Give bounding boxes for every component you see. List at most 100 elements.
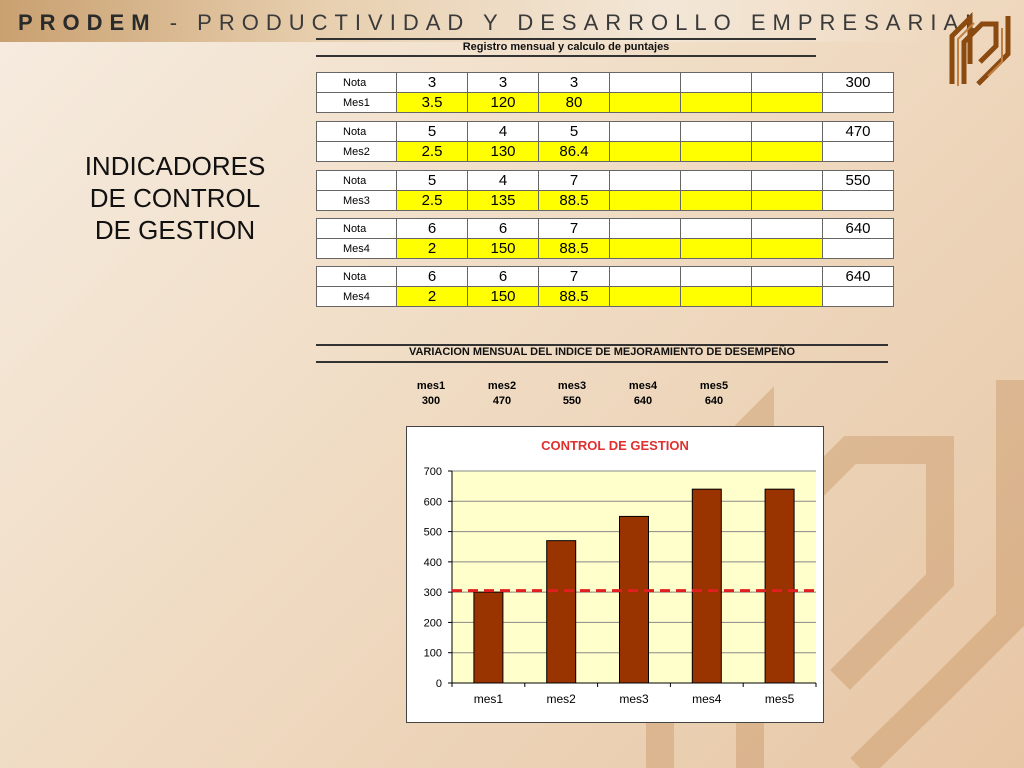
summary-month: mes1 xyxy=(416,380,446,392)
registro-block-3: Nota 5 4 7 550 Mes3 2.5 135 88.5 xyxy=(316,170,894,211)
bar-mes1 xyxy=(473,591,504,684)
valor-cell: 2 xyxy=(396,286,468,307)
nota-row: Nota 5 4 5 470 xyxy=(316,121,894,142)
summary-col-mes1: mes1 300 xyxy=(396,379,466,409)
registro-title: Registro mensual y calculo de puntajes xyxy=(462,41,670,53)
nota-cell: 4 xyxy=(467,121,539,142)
summary-col-mes5: mes5 640 xyxy=(679,379,749,409)
variacion-top-rule xyxy=(316,344,888,346)
nota-cell: 5 xyxy=(538,121,610,142)
nota-label: Nota xyxy=(316,72,397,93)
nota-cell: 6 xyxy=(467,266,539,287)
empty-cell xyxy=(680,170,752,191)
summary-col-mes4: mes4 640 xyxy=(608,379,678,409)
empty-cell xyxy=(751,170,823,191)
registro-block-2: Nota 5 4 5 470 Mes2 2.5 130 86.4 xyxy=(316,121,894,162)
total-cell: 640 xyxy=(822,218,894,239)
brand-name: PRODEM xyxy=(18,10,157,35)
empty-cell xyxy=(609,266,681,287)
bar-mes4 xyxy=(691,488,722,684)
x-tick-label: mes2 xyxy=(547,692,577,706)
nota-row: Nota 5 4 7 550 xyxy=(316,170,894,191)
chart-title: CONTROL DE GESTION xyxy=(541,438,689,453)
mes-label: Mes1 xyxy=(316,92,397,113)
valor-cell: 130 xyxy=(467,141,539,162)
empty-cell xyxy=(609,170,681,191)
summary-col-mes2: mes2 470 xyxy=(467,379,537,409)
total-cell: 470 xyxy=(822,121,894,142)
empty-cell xyxy=(609,72,681,93)
registro-block-4: Nota 6 6 7 640 Mes4 2 150 88.5 xyxy=(316,218,894,259)
valor-cell: 86.4 xyxy=(538,141,610,162)
valor-cell: 2 xyxy=(396,238,468,259)
empty-cell xyxy=(680,218,752,239)
valor-cell: 150 xyxy=(467,238,539,259)
highlight-cell xyxy=(680,238,752,259)
bar-mes3 xyxy=(619,515,649,684)
highlight-cell xyxy=(680,141,752,162)
highlight-cell xyxy=(609,238,681,259)
nota-cell: 5 xyxy=(396,121,468,142)
nota-cell: 3 xyxy=(538,72,610,93)
empty-total-cell xyxy=(822,141,894,162)
valor-cell: 3.5 xyxy=(396,92,468,113)
valor-cell: 2.5 xyxy=(396,141,468,162)
x-tick-label: mes5 xyxy=(765,692,795,706)
mes-row: Mes3 2.5 135 88.5 xyxy=(316,190,894,211)
side-title-line-3: DE GESTION xyxy=(94,215,256,245)
empty-cell xyxy=(751,72,823,93)
summary-month: mes2 xyxy=(487,380,517,392)
empty-cell xyxy=(680,72,752,93)
mes-row: Mes4 2 150 88.5 xyxy=(316,238,894,259)
highlight-cell xyxy=(609,286,681,307)
empty-total-cell xyxy=(822,190,894,211)
registro-block-5: Nota 6 6 7 640 Mes4 2 150 88.5 xyxy=(316,266,894,307)
highlight-cell xyxy=(751,92,823,113)
nota-row: Nota 3 3 3 300 xyxy=(316,72,894,93)
y-tick-label: 500 xyxy=(424,527,442,539)
nota-cell: 7 xyxy=(538,170,610,191)
summary-col-mes3: mes3 550 xyxy=(537,379,607,409)
highlight-cell xyxy=(680,92,752,113)
nota-label: Nota xyxy=(316,218,397,239)
summary-value: 300 xyxy=(421,395,441,407)
mes-label: Mes4 xyxy=(316,238,397,259)
valor-cell: 150 xyxy=(467,286,539,307)
nota-row: Nota 6 6 7 640 xyxy=(316,218,894,239)
summary-value: 470 xyxy=(492,395,512,407)
empty-cell xyxy=(680,266,752,287)
x-tick-label: mes4 xyxy=(692,692,722,706)
nota-label: Nota xyxy=(316,121,397,142)
prodem-logo-icon xyxy=(949,11,1011,86)
valor-cell: 88.5 xyxy=(538,286,610,307)
highlight-cell xyxy=(680,286,752,307)
valor-cell: 88.5 xyxy=(538,238,610,259)
summary-month: mes4 xyxy=(628,380,658,392)
empty-cell xyxy=(751,266,823,287)
highlight-cell xyxy=(751,190,823,211)
nota-cell: 5 xyxy=(396,170,468,191)
y-tick-label: 100 xyxy=(424,648,442,660)
valor-cell: 80 xyxy=(538,92,610,113)
empty-total-cell xyxy=(822,92,894,113)
variacion-title: VARIACION MENSUAL DEL INDICE DE MEJORAMI… xyxy=(408,346,796,358)
valor-cell: 88.5 xyxy=(538,190,610,211)
bar-mes2 xyxy=(546,540,577,684)
y-tick-label: 400 xyxy=(424,557,442,569)
nota-cell: 3 xyxy=(467,72,539,93)
valor-cell: 2.5 xyxy=(396,190,468,211)
registro-bottom-rule xyxy=(316,55,816,57)
valor-cell: 120 xyxy=(467,92,539,113)
nota-label: Nota xyxy=(316,266,397,287)
summary-month: mes3 xyxy=(557,380,587,392)
chart-canvas: 0 100 200 300 400 500 600 700 mes1 mes2 mes3 mes4 me… xyxy=(424,466,817,706)
brand-separator: - xyxy=(169,10,185,35)
brand-header: PRODEM - PRODUCTIVIDAD Y DESARROLLO EMPR… xyxy=(18,10,984,36)
total-cell: 550 xyxy=(822,170,894,191)
empty-cell xyxy=(751,218,823,239)
nota-cell: 7 xyxy=(538,218,610,239)
summary-value: 640 xyxy=(704,395,724,407)
summary-value: 550 xyxy=(562,395,582,407)
y-tick-label: 600 xyxy=(424,496,442,508)
nota-cell: 3 xyxy=(396,72,468,93)
